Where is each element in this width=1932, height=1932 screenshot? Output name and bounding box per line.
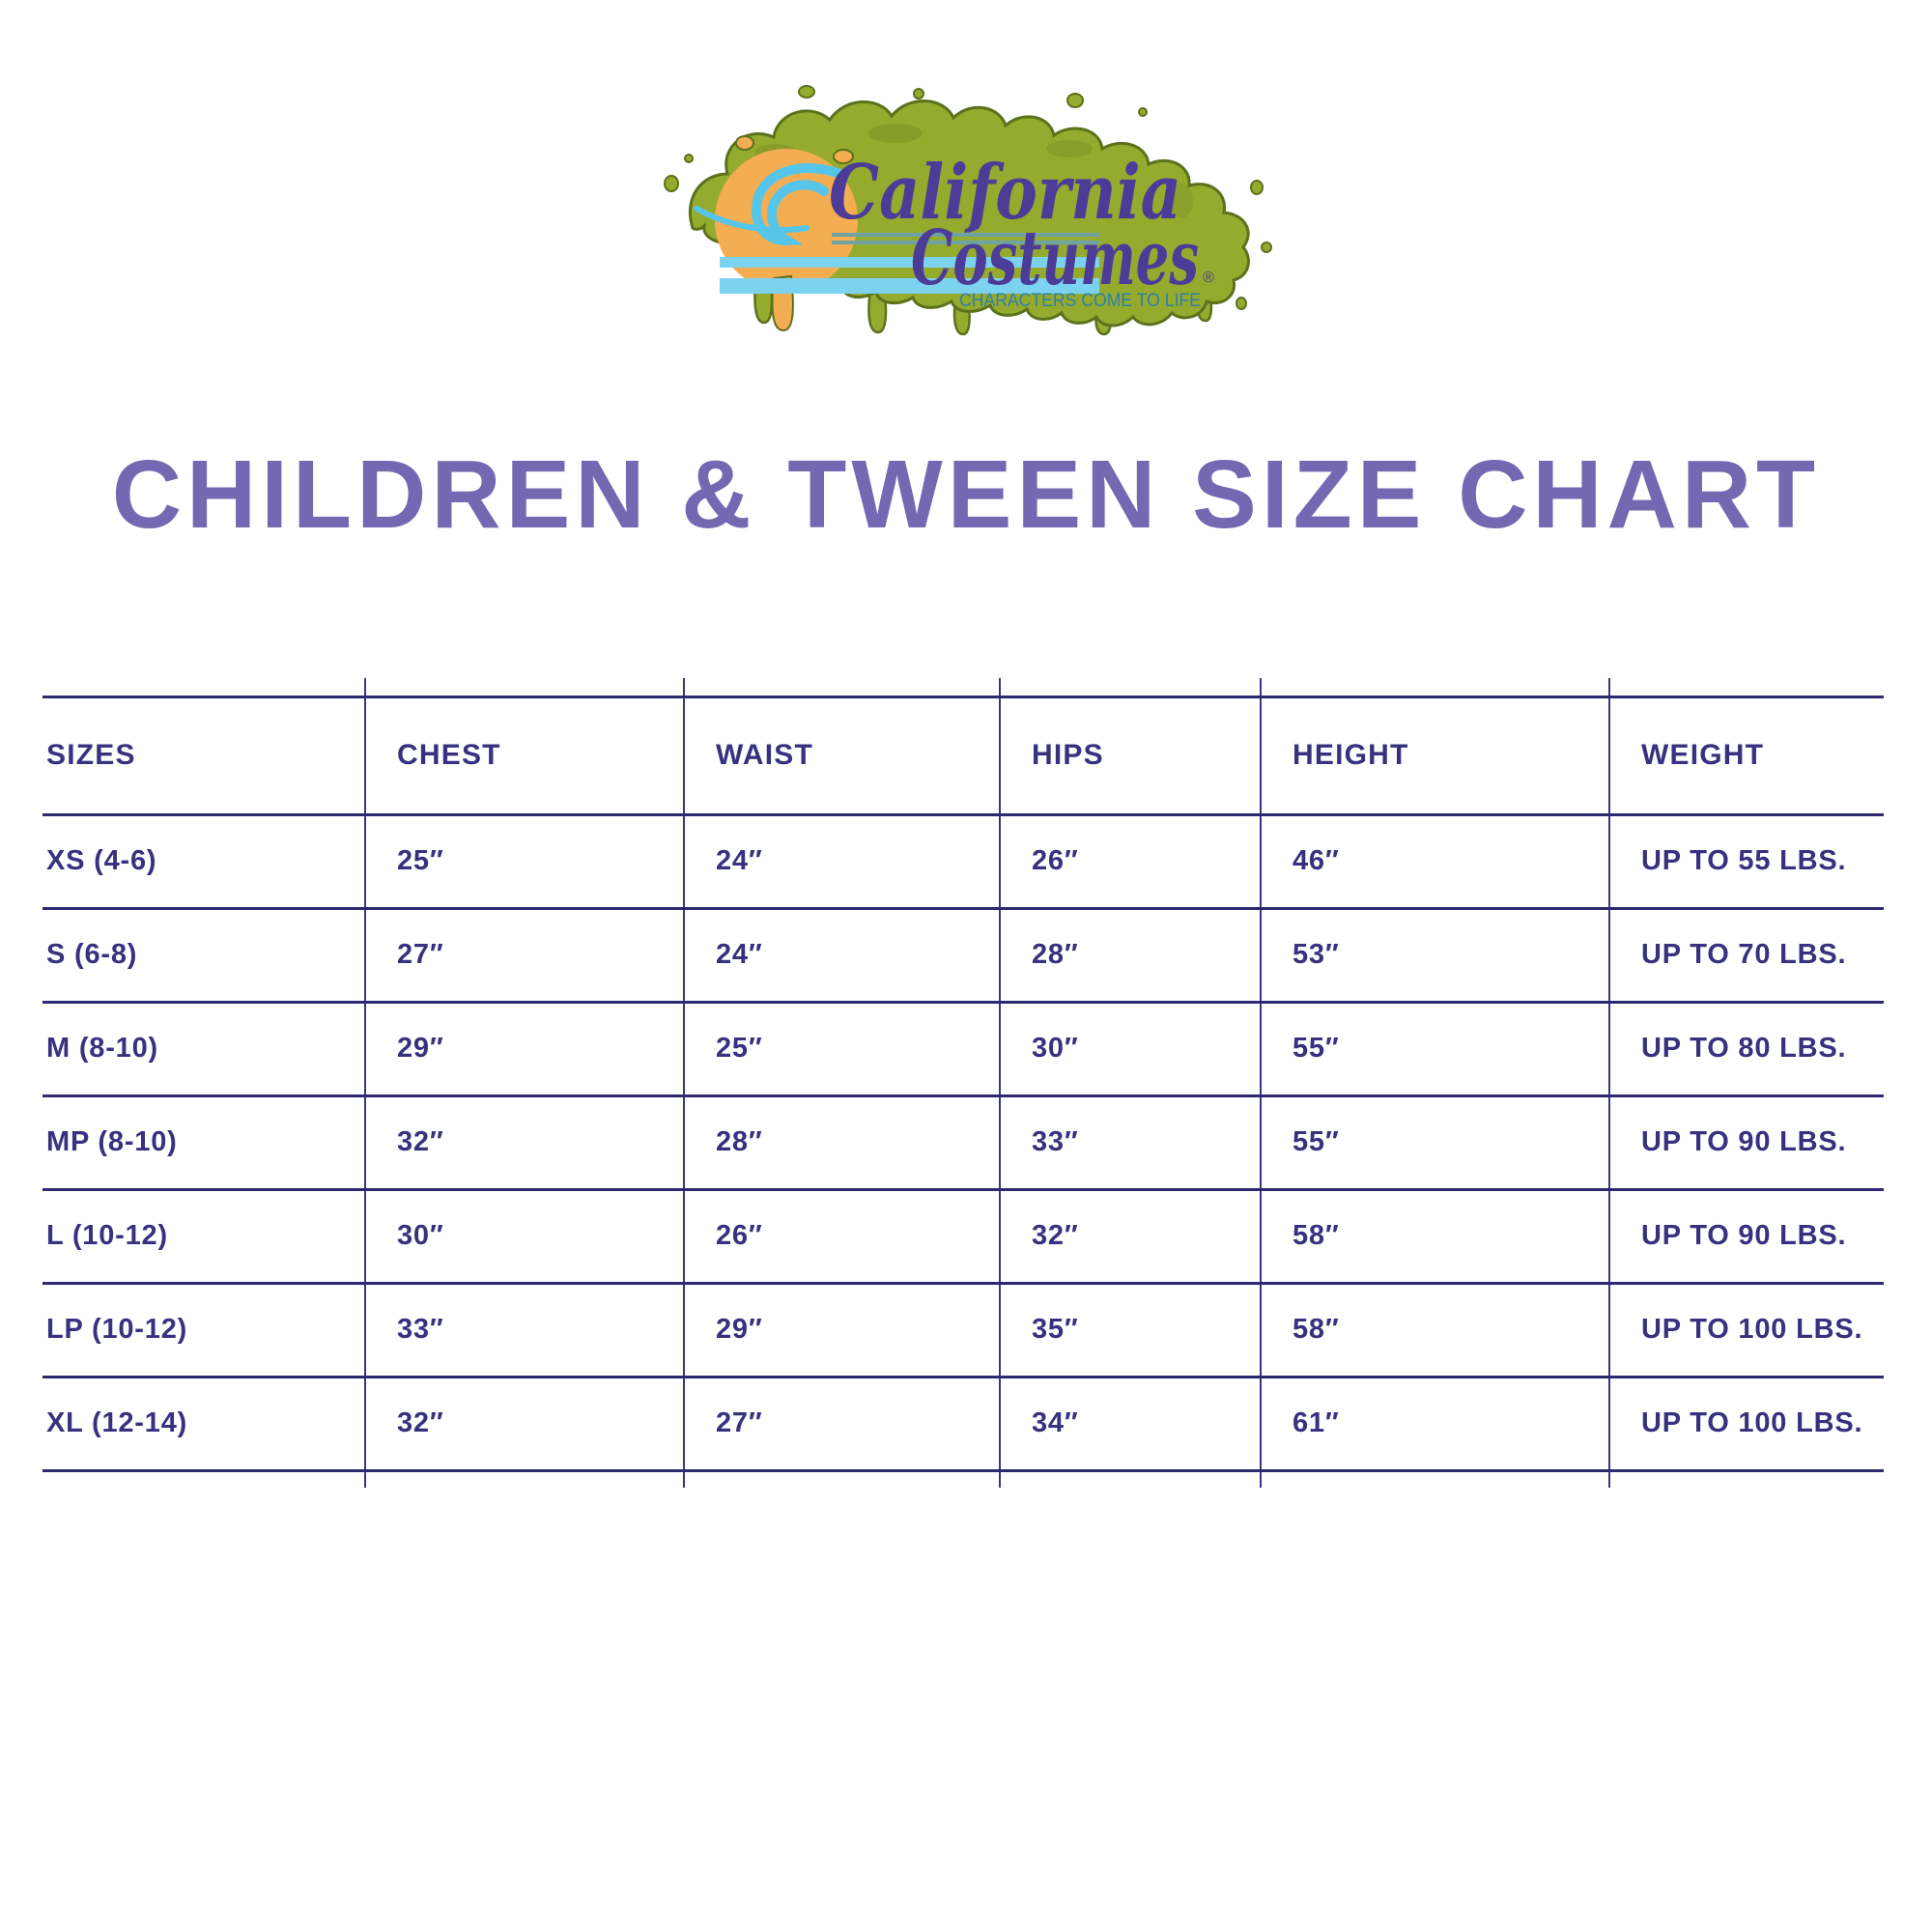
waist-cell: 29″ (684, 1283, 1001, 1378)
grid-line-stub (365, 678, 685, 696)
grid-line-stub (1261, 1470, 1610, 1488)
hips-cell: 26″ (1000, 814, 1262, 910)
hips-cell: 33″ (1000, 1095, 1262, 1191)
grid-line-stub (43, 678, 366, 696)
size-cell: XS (4-6) (43, 814, 366, 910)
brand-name-line2: Costumes (911, 214, 1199, 302)
grid-overshoot-top (43, 678, 1884, 696)
column-header-sizes: SIZES (43, 695, 366, 816)
waist-cell: 27″ (684, 1377, 1001, 1472)
weight-cell: UP TO 90 LBS. (1609, 1189, 1884, 1285)
waist-cell: 28″ (684, 1095, 1001, 1191)
california-costumes-logo-graphic: California Costumes CHARACTERS COME TO L… (664, 85, 1272, 336)
size-chart-table: SIZES CHEST WAIST HIPS HEIGHT WEIGHT XS … (43, 678, 1884, 1488)
table-header-row: SIZES CHEST WAIST HIPS HEIGHT WEIGHT (43, 695, 1884, 816)
grid-line-stub (1261, 678, 1610, 696)
grid-line-stub (684, 678, 1001, 696)
weight-cell: UP TO 90 LBS. (1609, 1095, 1884, 1191)
table-row: M (8-10) 29″ 25″ 30″ 55″ UP TO 80 LBS. (43, 1002, 1884, 1097)
table-row: L (10-12) 30″ 26″ 32″ 58″ UP TO 90 LBS. (43, 1189, 1884, 1285)
waist-cell: 24″ (684, 814, 1001, 910)
hips-cell: 32″ (1000, 1189, 1262, 1285)
grid-line-stub (365, 1470, 685, 1488)
size-cell: M (8-10) (43, 1002, 366, 1097)
page-title: CHILDREN & TWEEN SIZE CHART (111, 440, 1821, 549)
waist-cell: 26″ (684, 1189, 1001, 1285)
chest-cell: 30″ (365, 1189, 685, 1285)
column-header-waist: WAIST (684, 695, 1001, 816)
registered-trademark-icon: ® (1203, 270, 1214, 286)
grid-line-stub (1000, 1470, 1262, 1488)
height-cell: 58″ (1261, 1189, 1610, 1285)
column-header-hips: HIPS (1000, 695, 1262, 816)
chest-cell: 32″ (365, 1377, 685, 1472)
weight-cell: UP TO 55 LBS. (1609, 814, 1884, 910)
weight-cell: UP TO 70 LBS. (1609, 908, 1884, 1004)
hips-cell: 34″ (1000, 1377, 1262, 1472)
stripes-graphic (720, 233, 1099, 294)
grid-line-stub (1609, 678, 1884, 696)
table-row: LP (10-12) 33″ 29″ 35″ 58″ UP TO 100 LBS… (43, 1283, 1884, 1378)
orange-spots-graphic (735, 135, 854, 164)
brand-logo: California Costumes CHARACTERS COME TO L… (660, 83, 1278, 340)
table-row: MP (8-10) 32″ 28″ 33″ 55″ UP TO 90 LBS. (43, 1095, 1884, 1191)
column-header-height: HEIGHT (1261, 695, 1610, 816)
height-cell: 61″ (1261, 1377, 1610, 1472)
size-cell: LP (10-12) (43, 1283, 366, 1378)
size-cell: L (10-12) (43, 1189, 366, 1285)
height-cell: 58″ (1261, 1283, 1610, 1378)
chest-cell: 27″ (365, 908, 685, 1004)
hips-cell: 30″ (1000, 1002, 1262, 1097)
size-cell: MP (8-10) (43, 1095, 366, 1191)
hips-cell: 35″ (1000, 1283, 1262, 1378)
weight-cell: UP TO 80 LBS. (1609, 1002, 1884, 1097)
grid-overshoot-bottom (43, 1470, 1884, 1488)
table-row: XS (4-6) 25″ 24″ 26″ 46″ UP TO 55 LBS. (43, 814, 1884, 910)
grid-line-stub (1609, 1470, 1884, 1488)
hips-cell: 28″ (1000, 908, 1262, 1004)
brand-tagline: CHARACTERS COME TO LIFE (959, 291, 1201, 311)
size-cell: XL (12-14) (43, 1377, 366, 1472)
brand-name-line1: California (829, 149, 1181, 237)
wave-icon (694, 163, 848, 245)
chest-cell: 29″ (365, 1002, 685, 1097)
height-cell: 46″ (1261, 814, 1610, 910)
grid-line-stub (1000, 678, 1262, 696)
chest-cell: 32″ (365, 1095, 685, 1191)
weight-cell: UP TO 100 LBS. (1609, 1283, 1884, 1378)
height-cell: 53″ (1261, 908, 1610, 1004)
height-cell: 55″ (1261, 1002, 1610, 1097)
chest-cell: 25″ (365, 814, 685, 910)
column-header-weight: WEIGHT (1609, 695, 1884, 816)
column-header-chest: CHEST (365, 695, 685, 816)
table-row: XL (12-14) 32″ 27″ 34″ 61″ UP TO 100 LBS… (43, 1377, 1884, 1472)
size-cell: S (6-8) (43, 908, 366, 1004)
table-row: S (6-8) 27″ 24″ 28″ 53″ UP TO 70 LBS. (43, 908, 1884, 1004)
waist-cell: 25″ (684, 1002, 1001, 1097)
slime-droplets-graphic (664, 85, 1272, 310)
height-cell: 55″ (1261, 1095, 1610, 1191)
chest-cell: 33″ (365, 1283, 685, 1378)
grid-line-stub (43, 1470, 366, 1488)
waist-cell: 24″ (684, 908, 1001, 1004)
weight-cell: UP TO 100 LBS. (1609, 1377, 1884, 1472)
size-table: SIZES CHEST WAIST HIPS HEIGHT WEIGHT XS … (43, 678, 1884, 1488)
grid-line-stub (684, 1470, 1001, 1488)
